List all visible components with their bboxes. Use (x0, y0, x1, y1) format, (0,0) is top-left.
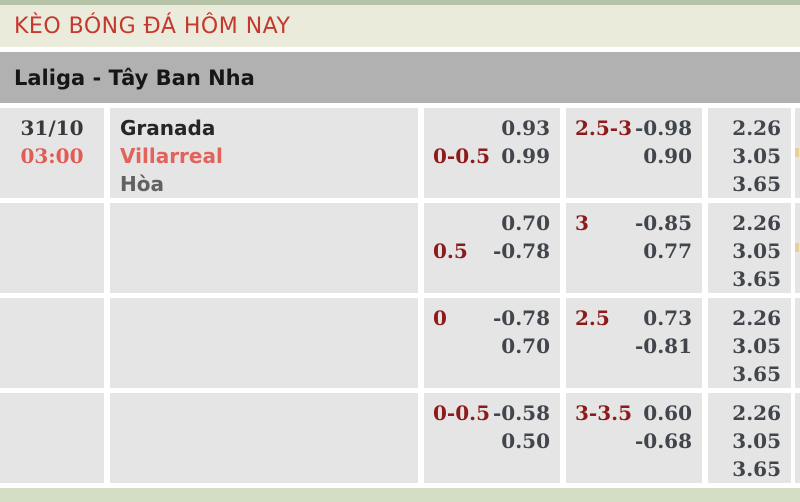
handicap-cell: 0-0.5 -0.58 0.50 (424, 393, 560, 483)
handicap-line: 0-0.5 -0.58 (424, 399, 560, 427)
handicap-cell: 0 -0.78 0.70 (424, 298, 560, 388)
handicap-line: 0-0.5 0.99 (424, 142, 560, 170)
teams-cell (110, 393, 418, 483)
over-under-cell: 2.5-3 -0.98 0.90 (566, 108, 702, 198)
handicap-odds-value: 0.99 (501, 144, 550, 168)
league-header-bar: Laliga - Tây Ban Nha (0, 52, 800, 103)
handicap-label: 0.5 (433, 239, 468, 263)
handicap-odds-value: -0.78 (492, 239, 550, 263)
handicap-odds-value: 0.70 (501, 334, 550, 358)
one-x-two-odds: 3.05 (732, 429, 781, 453)
league-name: Laliga - Tây Ban Nha (14, 65, 255, 90)
handicap-label: 0-0.5 (433, 401, 491, 425)
clipped-edge-cell (795, 298, 800, 388)
odds-row: 0-0.5 -0.58 0.50 3-3.5 0.60 -0.68 2.26 3… (0, 393, 800, 483)
odds-row: 0 -0.78 0.70 2.5 0.73 -0.81 2.26 3.05 3.… (0, 298, 800, 388)
datetime-cell (0, 393, 104, 483)
one-x-two-odds: 3.05 (732, 334, 781, 358)
page-title: KÈO BÓNG ĐÁ HÔM NAY (14, 13, 291, 39)
bottom-green-strip (0, 488, 800, 502)
handicap-odds-value: 0.93 (501, 116, 550, 140)
over-under-cell: 2.5 0.73 -0.81 (566, 298, 702, 388)
handicap-odds-value: 0.50 (501, 429, 550, 453)
match-date: 31/10 (20, 116, 84, 140)
one-x-two-cell: 2.26 3.05 3.65 (708, 108, 791, 198)
over-under-line: 0.90 (566, 142, 702, 170)
handicap-line: 0.50 (424, 427, 560, 455)
over-under-odds-value: -0.98 (634, 116, 692, 140)
teams-cell[interactable]: Granada Villarreal Hòa (110, 108, 418, 198)
handicap-odds-value: 0.70 (501, 211, 550, 235)
handicap-label: 0 (433, 306, 447, 330)
handicap-cell: 0.70 0.5 -0.78 (424, 203, 560, 293)
over-under-label: 3 (575, 211, 589, 235)
over-under-line: -0.68 (566, 427, 702, 455)
one-x-two-odds: 2.26 (732, 401, 781, 425)
one-x-two-odds: 2.26 (732, 211, 781, 235)
handicap-line: 0.70 (424, 332, 560, 360)
top-green-strip (0, 0, 800, 5)
one-x-two-odds: 3.65 (732, 362, 781, 386)
one-x-two-odds: 3.65 (732, 172, 781, 196)
one-x-two-odds: 3.65 (732, 457, 781, 481)
clipped-edge-cell (795, 393, 800, 483)
handicap-line: 0 -0.78 (424, 304, 560, 332)
over-under-label: 2.5-3 (575, 116, 633, 140)
over-under-odds-value: -0.85 (634, 211, 692, 235)
over-under-odds-value: 0.90 (643, 144, 692, 168)
over-under-odds-value: 0.73 (643, 306, 692, 330)
handicap-odds-value: -0.78 (492, 306, 550, 330)
odds-row: 31/10 03:00 Granada Villarreal Hòa 0.93 … (0, 108, 800, 198)
away-team-name: Villarreal (120, 144, 223, 168)
over-under-line: 3 -0.85 (566, 209, 702, 237)
over-under-line: 0.77 (566, 237, 702, 265)
clipped-edge-cell (795, 203, 800, 293)
over-under-odds-value: -0.68 (634, 429, 692, 453)
datetime-cell: 31/10 03:00 (0, 108, 104, 198)
handicap-odds-value: -0.58 (492, 401, 550, 425)
over-under-odds-value: 0.77 (643, 239, 692, 263)
over-under-line: -0.81 (566, 332, 702, 360)
datetime-cell (0, 203, 104, 293)
one-x-two-odds: 3.65 (732, 267, 781, 291)
page-header: KÈO BÓNG ĐÁ HÔM NAY (0, 5, 800, 47)
over-under-line: 2.5 0.73 (566, 304, 702, 332)
handicap-line: 0.70 (424, 209, 560, 237)
teams-cell (110, 203, 418, 293)
over-under-label: 2.5 (575, 306, 610, 330)
clipped-content-fragment (795, 243, 799, 252)
over-under-cell: 3 -0.85 0.77 (566, 203, 702, 293)
over-under-odds-value: -0.81 (634, 334, 692, 358)
draw-label: Hòa (120, 172, 164, 196)
odds-row: 0.70 0.5 -0.78 3 -0.85 0.77 2.26 3.05 3.… (0, 203, 800, 293)
over-under-line: 2.5-3 -0.98 (566, 114, 702, 142)
one-x-two-odds: 3.05 (732, 239, 781, 263)
one-x-two-cell: 2.26 3.05 3.65 (708, 298, 791, 388)
handicap-line: 0.5 -0.78 (424, 237, 560, 265)
over-under-cell: 3-3.5 0.60 -0.68 (566, 393, 702, 483)
one-x-two-cell: 2.26 3.05 3.65 (708, 393, 791, 483)
handicap-label: 0-0.5 (433, 144, 491, 168)
over-under-odds-value: 0.60 (643, 401, 692, 425)
handicap-line: 0.93 (424, 114, 560, 142)
over-under-line: 3-3.5 0.60 (566, 399, 702, 427)
one-x-two-odds: 2.26 (732, 116, 781, 140)
datetime-cell (0, 298, 104, 388)
one-x-two-odds: 3.05 (732, 144, 781, 168)
one-x-two-cell: 2.26 3.05 3.65 (708, 203, 791, 293)
home-team-name: Granada (120, 116, 216, 140)
teams-cell (110, 298, 418, 388)
one-x-two-odds: 2.26 (732, 306, 781, 330)
handicap-cell: 0.93 0-0.5 0.99 (424, 108, 560, 198)
clipped-edge-cell (795, 108, 800, 198)
match-time: 03:00 (20, 144, 84, 168)
over-under-label: 3-3.5 (575, 401, 633, 425)
clipped-content-fragment (795, 148, 799, 157)
